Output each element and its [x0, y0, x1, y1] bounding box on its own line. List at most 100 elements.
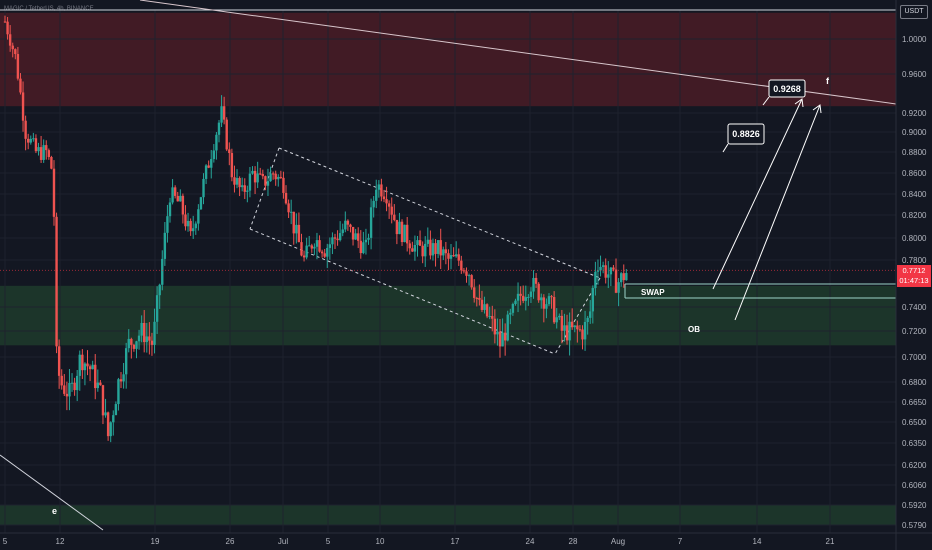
candle-body [45, 145, 48, 151]
candle-body [55, 216, 58, 347]
candle-body [532, 277, 535, 292]
candle-body [403, 224, 406, 243]
candle-body [586, 317, 589, 322]
x-tick-label: 26 [226, 537, 235, 546]
candle-body [418, 240, 422, 246]
wave-f-label: f [826, 76, 830, 86]
candle-body [150, 340, 154, 345]
candle-body [362, 242, 365, 254]
candle-body [555, 317, 558, 323]
y-tick-label: 1.0000 [902, 35, 927, 44]
candle-body [101, 385, 105, 416]
candle-body [73, 382, 76, 391]
callout-0-9268-label: 0.9268 [773, 84, 801, 94]
candle-body [578, 329, 582, 331]
candle-body [145, 336, 148, 343]
candle-body [372, 200, 375, 208]
candle-body [506, 314, 509, 341]
candle-body [431, 243, 435, 256]
candle-body [199, 197, 203, 210]
candle-body [529, 291, 533, 297]
candle-body [570, 321, 574, 328]
candle-body [70, 382, 74, 384]
candle-body [57, 346, 61, 376]
candle-body [52, 168, 56, 217]
candle-body [413, 244, 417, 252]
candle-body [60, 375, 63, 386]
candle-body [186, 220, 190, 227]
candle-body [308, 245, 311, 247]
candle-body [393, 214, 396, 221]
candle-body [465, 271, 468, 276]
candle-body [269, 173, 272, 182]
candle-body [300, 242, 303, 256]
candle-body [16, 54, 20, 79]
candle-body [416, 240, 419, 245]
candle-body [320, 251, 324, 254]
candle-body [444, 249, 448, 254]
candle-body [568, 321, 571, 341]
candle-body [436, 240, 440, 254]
candle-body [594, 271, 597, 288]
candle-body [589, 311, 592, 318]
x-tick-label: 21 [826, 537, 835, 546]
candle-body [297, 224, 301, 243]
swap-label: SWAP [641, 288, 665, 297]
candle-body [485, 304, 489, 317]
x-tick-label: 12 [56, 537, 65, 546]
candle-body [266, 181, 270, 186]
candle-body [207, 165, 210, 168]
candle-body [470, 275, 473, 288]
candle-body [357, 233, 360, 241]
candle-body [284, 192, 288, 204]
candle-body [573, 325, 576, 328]
candle-body [220, 106, 223, 123]
candle-body [27, 138, 30, 143]
candle-body [81, 354, 84, 371]
candle-body [545, 304, 548, 309]
x-tick-label: 24 [526, 537, 535, 546]
zone-supply [0, 12, 896, 107]
candle-body [251, 170, 254, 174]
candle-body [124, 348, 128, 375]
candle-body [104, 412, 107, 416]
candle-body [197, 209, 200, 224]
candle-body [462, 270, 466, 272]
candle-body [323, 253, 326, 257]
candle-body [547, 296, 551, 305]
candle-body [202, 178, 205, 198]
candle-body [583, 321, 587, 340]
candle-body [434, 243, 437, 254]
candle-body [248, 173, 252, 191]
candle-body [166, 216, 169, 233]
candle-body [501, 332, 504, 347]
y-tick-label: 0.6800 [902, 378, 927, 387]
candle-body [429, 239, 432, 256]
candle-body [609, 267, 613, 275]
x-tick-label: 7 [678, 537, 683, 546]
candle-body [194, 223, 197, 229]
candle-body [351, 226, 355, 240]
candle-body [235, 178, 239, 185]
candle-body [117, 379, 120, 405]
candle-body [625, 272, 628, 281]
unit-badge[interactable]: USDT [900, 5, 928, 19]
candle-body [86, 363, 89, 367]
y-tick-label: 0.7800 [902, 256, 927, 265]
candle-body [163, 232, 167, 259]
candle-body [454, 254, 458, 257]
candle-body [6, 21, 9, 35]
x-tick-label: 10 [376, 537, 385, 546]
candle-body [264, 176, 267, 186]
candle-body [522, 295, 525, 301]
candle-body [558, 315, 561, 318]
candle-body [488, 316, 491, 318]
candle-body [168, 202, 172, 217]
y-tick-label: 0.6650 [902, 398, 927, 407]
candle-body [385, 199, 388, 204]
candle-body [37, 147, 40, 152]
x-tick-label: Jul [278, 537, 288, 546]
candle-body [63, 385, 66, 394]
